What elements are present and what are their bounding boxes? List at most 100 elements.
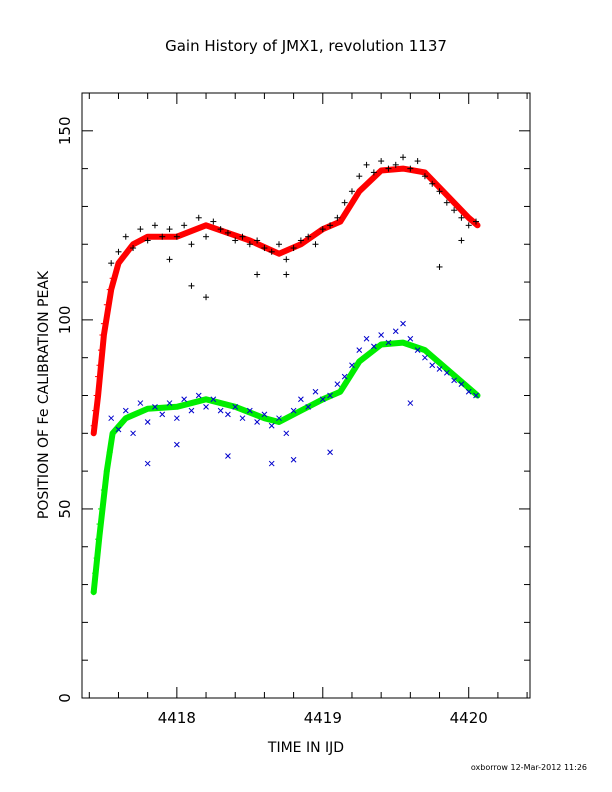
data-point (92, 570, 99, 577)
data-point (254, 237, 261, 244)
data-point (122, 233, 129, 240)
data-point (268, 460, 275, 467)
data-point (370, 169, 377, 176)
plot-frame (81, 92, 531, 699)
data-point (312, 388, 319, 395)
data-point (173, 415, 180, 422)
data-point (217, 226, 224, 233)
data-point (414, 158, 421, 165)
data-point (232, 403, 239, 410)
data-point (203, 403, 209, 410)
data-point (217, 407, 224, 414)
data-point (407, 165, 414, 172)
data-point (436, 188, 443, 195)
data-point (195, 392, 202, 399)
data-point (268, 422, 275, 429)
data-point (225, 453, 231, 459)
data-point (473, 392, 479, 399)
data-point (327, 392, 333, 399)
data-point (334, 214, 341, 221)
data-point (465, 388, 472, 395)
data-point (92, 407, 99, 414)
fit-curve (90, 165, 481, 437)
data-point (115, 426, 122, 433)
data-point (348, 188, 355, 195)
y-tick-label: 0 (56, 693, 74, 703)
data-point (173, 441, 180, 448)
data-point (443, 369, 450, 376)
data-point (407, 335, 414, 342)
data-point (166, 226, 173, 233)
data-point (188, 241, 195, 248)
data-point (465, 222, 472, 229)
data-point (103, 468, 110, 475)
data-point (341, 373, 348, 380)
data-point (349, 362, 355, 369)
data-point (385, 165, 392, 172)
data-point (283, 271, 290, 278)
data-point (210, 396, 217, 403)
data-point (385, 339, 392, 346)
data-point (106, 449, 113, 456)
data-point (93, 392, 100, 399)
data-point (276, 415, 282, 422)
data-point (137, 400, 144, 406)
data-point (458, 237, 465, 244)
data-point (436, 366, 443, 372)
data-point (254, 419, 260, 425)
data-point (115, 248, 122, 255)
footer-stamp: oxborrow 12-Mar-2012 11:26 (471, 763, 587, 772)
data-point (458, 214, 465, 221)
data-point (429, 180, 436, 187)
data-point (90, 589, 97, 596)
data-point (276, 241, 283, 248)
x-axis-label: TIME IN IJD (267, 740, 344, 756)
data-point (363, 161, 370, 168)
data-point (254, 271, 261, 278)
data-point (392, 161, 399, 168)
x-tick-label: 4419 (304, 709, 342, 727)
data-point (378, 158, 385, 165)
data-point (96, 362, 103, 369)
data-point (290, 407, 297, 414)
data-point (283, 430, 290, 437)
data-point (195, 214, 202, 221)
data-point (109, 275, 116, 282)
data-point (108, 260, 115, 267)
data-point (103, 301, 110, 308)
data-point (392, 328, 399, 335)
y-tick-label: 50 (56, 499, 74, 518)
data-point (371, 343, 377, 350)
data-point (130, 245, 137, 252)
chart-title: Gain History of JMX1, revolution 1137 (165, 37, 447, 55)
data-point (181, 222, 188, 229)
axis-ticks (82, 92, 530, 699)
data-point (443, 199, 450, 206)
data-point (378, 332, 385, 338)
data-point (319, 226, 326, 233)
data-point (97, 505, 104, 512)
data-point (429, 362, 436, 369)
data-point (400, 154, 407, 161)
data-point (106, 286, 113, 293)
tick-labels: 4418 4419 4420 0 50 100 150 (56, 116, 488, 727)
fit-curve (90, 339, 481, 596)
data-point (290, 456, 297, 463)
data-point (224, 229, 231, 236)
data-point (261, 411, 268, 418)
data-point (210, 218, 217, 225)
data-point (144, 237, 151, 244)
data-point (90, 422, 97, 429)
data-point (95, 536, 102, 543)
data-point (451, 207, 458, 214)
data-point (422, 354, 428, 361)
data-point (95, 373, 102, 380)
data-point (297, 237, 304, 244)
data-point (122, 407, 129, 414)
data-point (203, 294, 210, 301)
data-point (246, 241, 253, 248)
data-point (100, 320, 107, 327)
data-point (108, 415, 115, 422)
x-tick-label: 4418 (158, 709, 196, 727)
